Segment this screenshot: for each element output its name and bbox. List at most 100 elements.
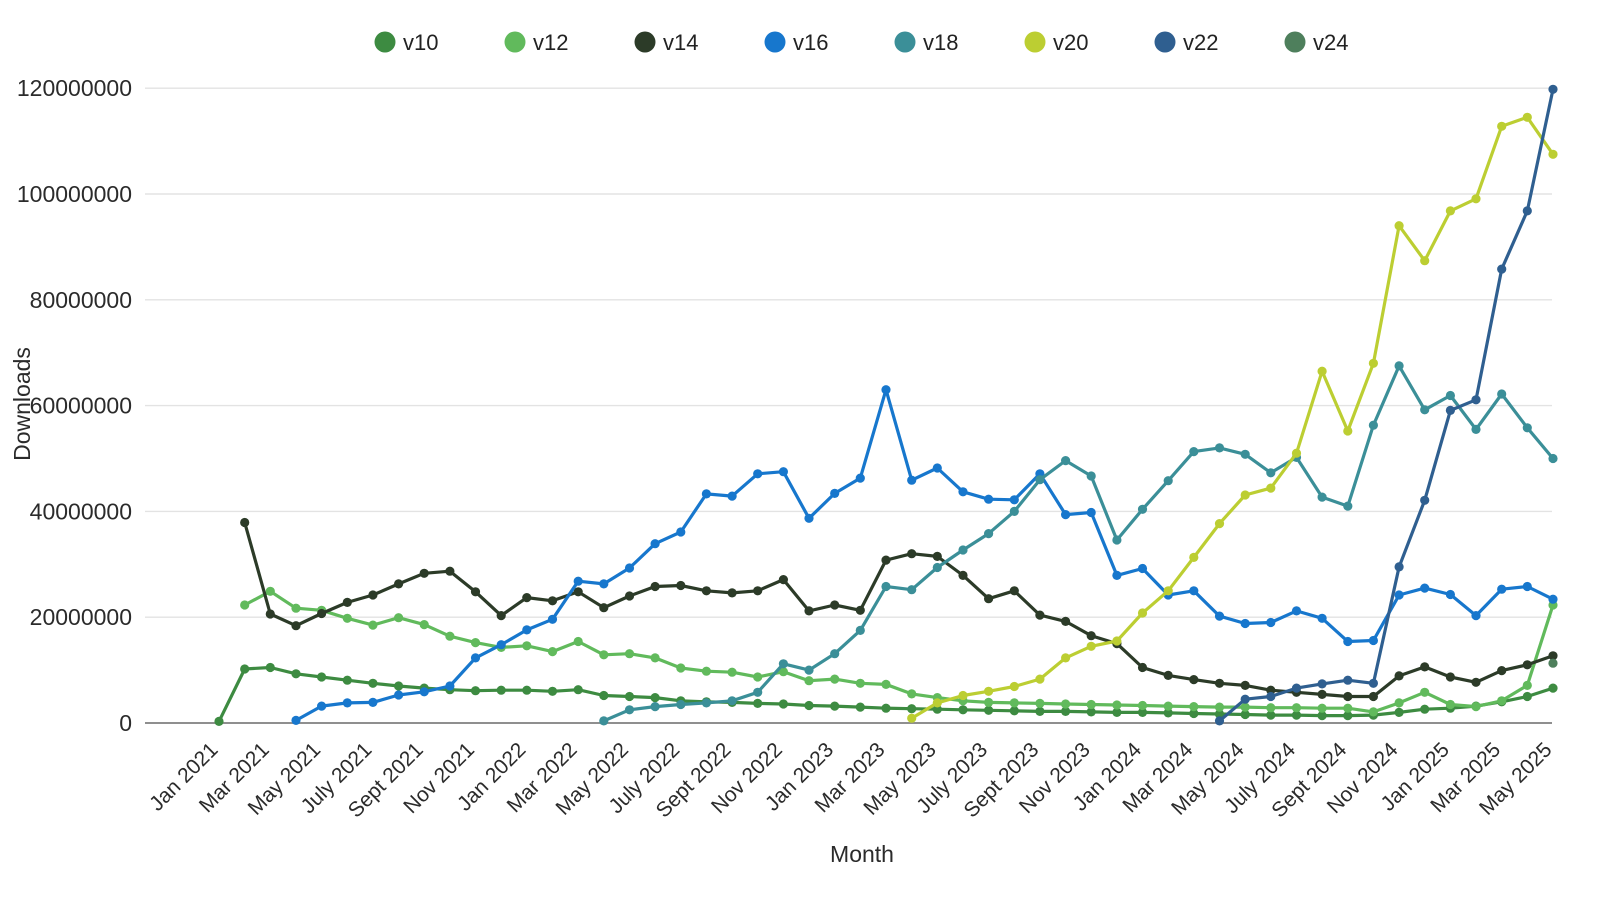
- data-point-v10: [368, 678, 378, 688]
- data-point-v18: [1163, 476, 1173, 486]
- data-point-v16: [1343, 636, 1353, 647]
- data-point-v12: [624, 649, 635, 659]
- legend-label-v10: v10: [403, 30, 438, 55]
- data-point-v12: [470, 638, 481, 648]
- data-point-v20: [932, 698, 942, 708]
- data-point-v22: [1317, 679, 1327, 689]
- data-point-v12: [368, 620, 378, 630]
- data-point-v10: [855, 702, 865, 712]
- data-point-v20: [1368, 358, 1378, 368]
- data-point-v20: [1112, 636, 1122, 646]
- y-tick-label: 0: [119, 710, 132, 736]
- data-point-v14: [1214, 678, 1225, 688]
- data-point-v12: [753, 672, 763, 682]
- y-tick-label: 100000000: [17, 181, 132, 207]
- data-point-v14: [650, 581, 660, 592]
- legend-item-v22[interactable]: v22: [1154, 30, 1219, 55]
- data-point-v10: [1317, 711, 1327, 721]
- data-point-v18: [855, 625, 865, 636]
- data-point-v14: [1394, 671, 1404, 681]
- data-point-v10: [1137, 707, 1148, 718]
- data-point-v10: [599, 690, 609, 701]
- data-point-v12: [1420, 687, 1430, 697]
- legend-item-v24[interactable]: v24: [1284, 30, 1349, 55]
- data-point-v16: [753, 469, 763, 479]
- data-point-v22: [1497, 264, 1507, 274]
- legend-item-v10[interactable]: v10: [374, 30, 439, 55]
- legend-item-v12[interactable]: v12: [504, 30, 569, 55]
- legend-label-v22: v22: [1183, 30, 1218, 55]
- data-point-v16: [650, 539, 660, 549]
- data-point-v18: [727, 696, 737, 706]
- legend-swatch-v22: [1154, 31, 1176, 53]
- data-point-v12: [907, 689, 917, 699]
- data-point-v14: [1343, 691, 1353, 702]
- data-point-v14: [676, 580, 686, 591]
- legend-item-v18[interactable]: v18: [894, 30, 959, 55]
- data-point-v12: [1086, 699, 1096, 710]
- data-point-v14: [1266, 685, 1276, 695]
- data-point-v10: [496, 685, 506, 695]
- data-point-v12: [701, 666, 712, 676]
- data-point-v10: [547, 686, 558, 696]
- data-point-v20: [1163, 586, 1173, 596]
- data-point-v16: [317, 701, 327, 711]
- data-point-v16: [804, 513, 814, 523]
- data-point-v14: [470, 587, 481, 597]
- data-point-v16: [881, 385, 891, 395]
- data-point-v22: [1394, 562, 1404, 572]
- data-point-v16: [394, 690, 404, 700]
- data-point-v18: [1420, 405, 1430, 415]
- data-point-v22: [1548, 84, 1558, 94]
- data-point-v14: [445, 566, 455, 576]
- data-point-v16: [1420, 583, 1430, 593]
- data-point-v12: [881, 679, 891, 690]
- legend-item-v20[interactable]: v20: [1024, 30, 1089, 55]
- data-point-v10: [1009, 706, 1019, 716]
- series-v24: [1548, 658, 1558, 668]
- data-point-v16: [676, 527, 686, 537]
- data-point-v12: [778, 667, 789, 677]
- data-point-v10: [881, 703, 891, 713]
- data-point-v14: [932, 551, 942, 562]
- data-point-v14: [1240, 680, 1250, 691]
- data-point-v22: [1420, 495, 1430, 505]
- data-point-v10: [1291, 710, 1302, 720]
- data-point-v18: [1086, 471, 1096, 481]
- data-point-v14: [394, 579, 404, 589]
- data-point-v14: [317, 608, 327, 619]
- series-lines: [214, 84, 1558, 727]
- data-point-v16: [522, 625, 532, 635]
- data-point-v16: [1317, 613, 1327, 623]
- data-point-v16: [830, 488, 840, 498]
- data-point-v10: [265, 662, 275, 673]
- data-point-v16: [1291, 606, 1302, 616]
- series-v18: [599, 361, 1558, 726]
- y-tick-label: 60000000: [30, 393, 132, 419]
- data-point-v18: [778, 659, 789, 669]
- data-point-v10: [394, 681, 404, 691]
- data-point-v16: [1061, 509, 1071, 520]
- data-point-v20: [1420, 256, 1430, 266]
- data-point-v10: [1343, 711, 1353, 721]
- data-point-v12: [1240, 702, 1250, 712]
- data-point-v12: [394, 613, 404, 623]
- legend-item-v16[interactable]: v16: [764, 30, 829, 55]
- data-point-v16: [496, 640, 506, 650]
- data-point-v16: [470, 653, 481, 663]
- data-point-v18: [676, 699, 686, 710]
- data-point-v16: [342, 698, 352, 708]
- data-point-v16: [1240, 618, 1250, 629]
- data-point-v12: [291, 603, 301, 613]
- data-point-v18: [804, 665, 814, 675]
- data-point-v12: [599, 650, 609, 660]
- data-point-v22: [1240, 694, 1250, 704]
- data-point-v16: [1445, 589, 1455, 600]
- data-point-v22: [1266, 691, 1276, 702]
- data-point-v14: [496, 611, 506, 621]
- data-point-v20: [1214, 519, 1225, 529]
- data-point-v14: [855, 605, 865, 615]
- data-point-v20: [1497, 121, 1507, 131]
- legend-item-v14[interactable]: v14: [634, 30, 699, 55]
- y-tick-label: 120000000: [17, 75, 132, 101]
